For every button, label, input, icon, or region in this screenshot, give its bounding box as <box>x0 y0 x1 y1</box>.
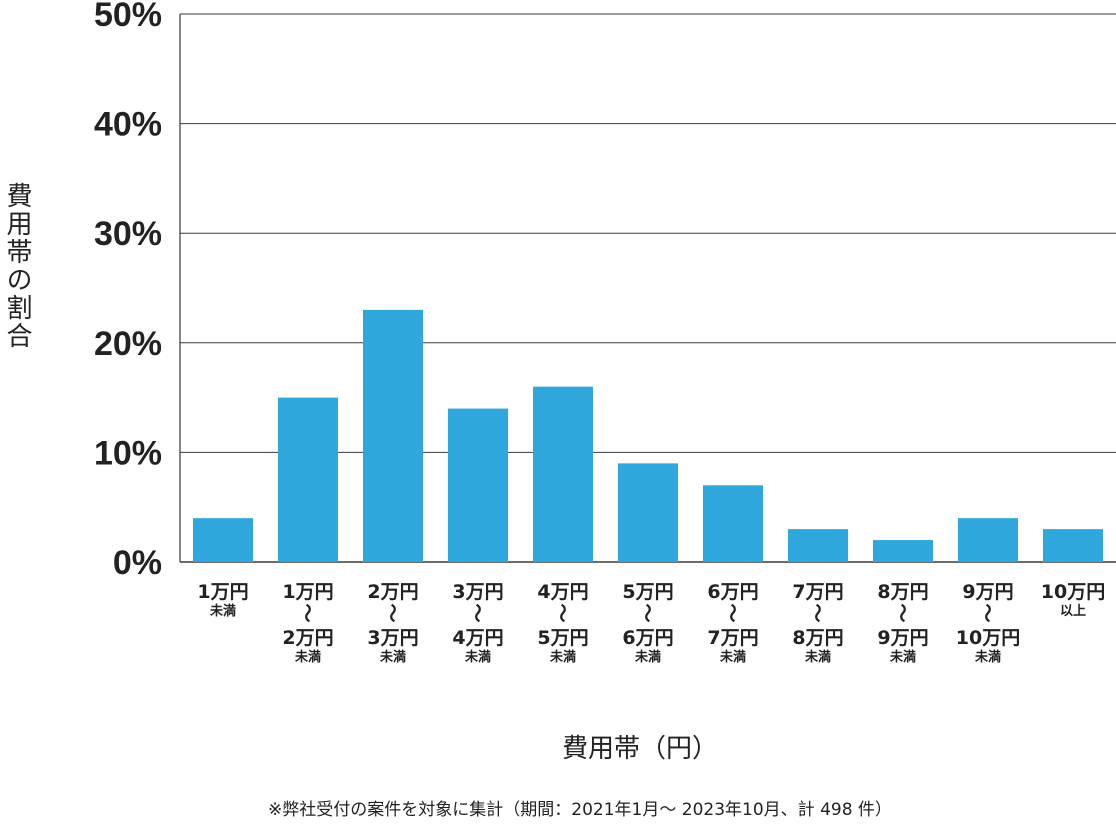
x-tick-label: 4万円 <box>452 627 503 649</box>
x-tick-label: 4万円 <box>537 581 588 603</box>
x-tick-label: 1万円 <box>197 581 248 603</box>
bar <box>788 529 848 562</box>
x-tick-range-mark: 〜 <box>976 603 998 622</box>
x-tick-label: 6万円 <box>622 627 673 649</box>
x-tick-label: 10万円 <box>956 627 1020 649</box>
bar <box>958 518 1018 562</box>
footnote: ※弊社受付の案件を対象に集計（期間：2021年1月～ 2023年10月、計 49… <box>268 800 892 820</box>
x-axis-label: 費用帯（円） <box>561 734 718 764</box>
bar <box>278 397 338 562</box>
x-tick-label: 2万円 <box>282 627 333 649</box>
y-tick-label: 40% <box>94 106 162 144</box>
bar <box>448 408 508 562</box>
y-tick-label: 10% <box>94 434 162 472</box>
x-tick-sublabel: 未満 <box>464 649 491 665</box>
bar <box>533 386 593 562</box>
x-tick-label: 8万円 <box>877 581 928 603</box>
bar <box>1043 529 1103 562</box>
x-tick-label: 9万円 <box>877 627 928 649</box>
x-tick-sublabel: 未満 <box>209 603 236 619</box>
x-tick-sublabel: 未満 <box>804 649 831 665</box>
x-tick-label: 5万円 <box>537 627 588 649</box>
x-tick-label: 2万円 <box>367 581 418 603</box>
y-tick-label: 30% <box>94 215 162 253</box>
x-tick-label: 1万円 <box>282 581 333 603</box>
x-tick-range-mark: 〜 <box>296 603 318 622</box>
y-tick-label: 50% <box>94 0 162 34</box>
x-tick-sublabel: 未満 <box>974 649 1001 665</box>
x-tick-sublabel: 未満 <box>294 649 321 665</box>
x-tick-label: 5万円 <box>622 581 673 603</box>
x-tick-sublabel: 未満 <box>549 649 576 665</box>
x-tick-label: 7万円 <box>792 581 843 603</box>
bar <box>703 485 763 562</box>
x-tick-sublabel: 未満 <box>634 649 661 665</box>
x-tick-label: 3万円 <box>367 627 418 649</box>
x-tick-label: 10万円 <box>1041 581 1105 603</box>
y-tick-label: 20% <box>94 325 162 363</box>
bar <box>618 463 678 562</box>
x-tick-range-mark: 〜 <box>466 603 488 622</box>
x-tick-label: 3万円 <box>452 581 503 603</box>
bar <box>363 309 423 562</box>
x-tick-range-mark: 〜 <box>636 603 658 622</box>
x-tick-sublabel: 未満 <box>719 649 746 665</box>
x-tick-range-mark: 〜 <box>721 603 743 622</box>
x-tick-range-mark: 〜 <box>891 603 913 622</box>
y-tick-label: 0% <box>113 544 162 582</box>
x-tick-range-mark: 〜 <box>551 603 573 622</box>
y-axis-label: 費用帯の割合 <box>2 182 32 350</box>
x-tick-sublabel: 以上 <box>1060 604 1086 619</box>
x-tick-sublabel: 未満 <box>379 649 406 665</box>
x-tick-label: 7万円 <box>707 627 758 649</box>
x-tick-label: 8万円 <box>792 627 843 649</box>
x-tick-label: 6万円 <box>707 581 758 603</box>
x-tick-sublabel: 未満 <box>889 649 916 665</box>
bar <box>873 540 933 562</box>
x-tick-range-mark: 〜 <box>806 603 828 622</box>
bar <box>193 518 253 562</box>
x-tick-label: 9万円 <box>962 581 1013 603</box>
x-tick-range-mark: 〜 <box>381 603 403 622</box>
